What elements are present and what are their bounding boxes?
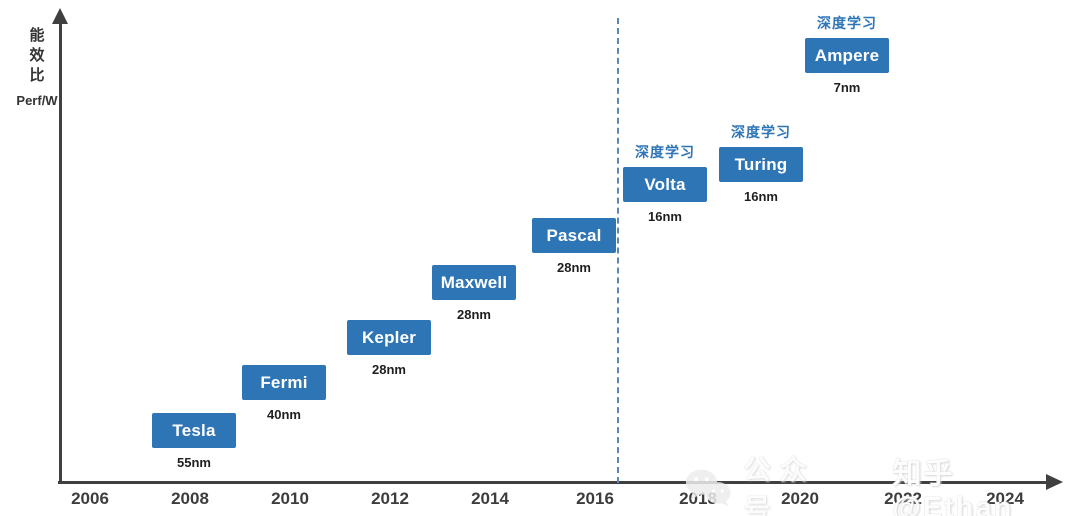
process-node-label-volta: 16nm [648,209,682,224]
x-tick-2018: 2018 [679,489,717,508]
process-node-label-fermi: 40nm [267,407,301,422]
x-axis-line [58,481,1048,484]
y-axis-line [59,20,62,483]
x-tick-2024: 2024 [986,489,1024,508]
gpu-box-fermi: Fermi [242,365,326,400]
x-tick-2008: 2008 [171,489,209,508]
deep-learning-tag-volta: 深度学习 [635,144,695,160]
deep-learning-era-divider [617,18,619,483]
x-tick-2012: 2012 [371,489,409,508]
x-tick-2022: 2022 [884,489,922,508]
gpu-box-tesla: Tesla [152,413,236,448]
process-node-label-pascal: 28nm [557,260,591,275]
process-node-label-ampere: 7nm [833,80,861,95]
x-tick-2010: 2010 [271,489,309,508]
deep-learning-tag-turing: 深度学习 [731,124,791,140]
gpu-box-ampere: Ampere [805,38,889,73]
gpu-box-pascal: Pascal [532,218,616,253]
y-axis-label: 能效比 [29,27,45,84]
process-node-label-turing: 16nm [744,189,778,204]
gpu-box-volta: Volta [623,167,707,202]
deep-learning-tag-ampere: 深度学习 [817,15,877,31]
x-tick-2016: 2016 [576,489,614,508]
gpu-box-kepler: Kepler [347,320,431,355]
y-axis-unit: Perf/W [16,93,58,108]
process-node-label-tesla: 55nm [177,455,211,470]
y-axis-arrow-icon [52,8,68,24]
x-tick-2014: 2014 [471,489,509,508]
x-tick-2020: 2020 [781,489,819,508]
gpu-box-maxwell: Maxwell [432,265,516,300]
process-node-label-kepler: 28nm [372,362,406,377]
x-tick-2006: 2006 [71,489,109,508]
gpu-box-turing: Turing [719,147,803,182]
process-node-label-maxwell: 28nm [457,307,491,322]
x-axis-arrow-icon [1046,474,1063,490]
